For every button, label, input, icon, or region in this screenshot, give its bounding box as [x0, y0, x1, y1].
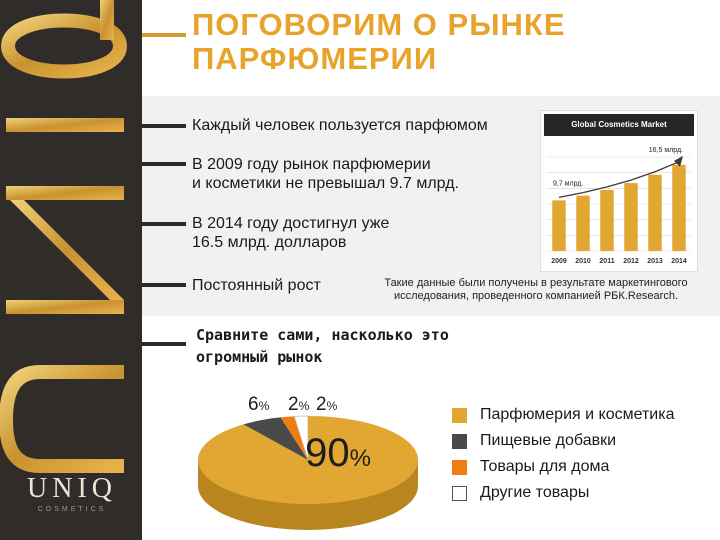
chart-bar — [576, 195, 590, 251]
sidebar: UNIQ COSMETICS — [0, 0, 142, 540]
legend-swatch-perfume — [452, 407, 467, 423]
fact-3-line-2: 16.5 млрд. долларов — [192, 234, 347, 251]
fact-3: В 2014 году достигнул уже 16.5 млрд. дол… — [192, 214, 389, 252]
compare-heading: Сравните сами, насколько это огромный ры… — [196, 324, 449, 368]
legend-item: Пищевые добавки — [452, 428, 674, 454]
brand-subtitle: COSMETICS — [37, 506, 107, 513]
source-note-line-2: исследования, проведенного компанией РБК… — [393, 290, 679, 302]
title-line-1: ПОГОВОРИМ О РЫНКЕ — [192, 7, 566, 42]
fact-dash-3 — [142, 222, 186, 226]
fact-2-line-2: и косметики не превышал 9.7 млрд. — [192, 175, 459, 192]
fact-4-line-1: Постоянный рост — [192, 277, 321, 294]
fact-1-line-1: Каждый человек пользуется парфюмом — [192, 117, 488, 134]
fact-2: В 2009 году рынок парфюмерии и косметики… — [192, 155, 459, 193]
pie-label-main: 90% — [305, 431, 371, 475]
pie-slice — [198, 416, 418, 504]
legend-label: Пищевые добавки — [480, 432, 617, 449]
fact-3-line-1: В 2014 году достигнул уже — [192, 215, 390, 232]
brand-wordmark: UNIQ — [27, 473, 117, 504]
uniq-logo-large — [0, 0, 128, 473]
legend-swatch-supplements — [452, 433, 467, 449]
chart-bar — [624, 183, 638, 251]
chart-data-label: 9,7 млрд. — [553, 180, 583, 187]
legend-swatch-household — [452, 459, 467, 475]
pie-label-small: 6% — [248, 394, 270, 415]
chart-tick-label: 2013 — [647, 258, 663, 265]
chart-trend-line — [558, 161, 680, 198]
pie-label-small: 2% — [316, 394, 338, 415]
chart-trend-arrowhead — [674, 155, 683, 167]
brand-block: UNIQ COSMETICS — [24, 473, 120, 514]
fact-4: Постоянный рост — [192, 276, 321, 295]
chart-bar — [672, 164, 686, 251]
legend-label: Парфюмерия и косметика — [480, 406, 675, 423]
chart-tick-label: 2014 — [671, 258, 687, 265]
compare-line-2: огромный рынок — [196, 348, 323, 366]
market-chart: Global Cosmetics Market 2009 2010 2011 2012… — [540, 110, 698, 272]
title-line-2: ПАРФЮМЕРИИ — [192, 41, 438, 76]
fact-dash-1 — [142, 124, 186, 128]
chart-bar — [600, 189, 614, 251]
source-note-line-1: Такие данные были получены в результате … — [384, 277, 688, 289]
compare-line-1: Сравните сами, насколько это — [196, 326, 449, 344]
page-title: ПОГОВОРИМ О РЫНКЕ ПАРФЮМЕРИИ — [192, 8, 566, 76]
pie-legend: Парфюмерия и косметика Пищевые добавки Т… — [452, 402, 674, 506]
source-note: Такие данные были получены в результате … — [364, 277, 708, 303]
chart-title: Global Cosmetics Market — [544, 114, 694, 136]
legend-item: Товары для дома — [452, 454, 674, 480]
legend-item: Другие товары — [452, 480, 674, 506]
fact-1: Каждый человек пользуется парфюмом — [192, 116, 488, 135]
title-band — [142, 0, 720, 96]
chart-tick-label: 2010 — [575, 258, 591, 265]
pie-slice — [280, 416, 308, 460]
fact-dash-2 — [142, 162, 186, 166]
pie-slice — [243, 417, 308, 460]
pie-slice — [293, 415, 309, 461]
fact-2-line-1: В 2009 году рынок парфюмерии — [192, 156, 431, 173]
chart-data-label: 16,5 млрд. — [649, 147, 683, 154]
chart-tick-label: 2009 — [551, 258, 567, 265]
legend-swatch-other — [452, 485, 467, 501]
legend-label: Другие товары — [480, 484, 590, 501]
legend-label: Товары для дома — [480, 458, 610, 475]
chart-plot: 2009 2010 2011 2012 2013 2014 9,7 млрд. 16,5 мл… — [547, 147, 691, 265]
chart-bar — [648, 174, 662, 251]
fact-dash-4 — [142, 283, 186, 287]
title-dash — [142, 33, 186, 37]
pie-label-small: 2% — [288, 394, 310, 415]
compare-dash — [142, 342, 186, 346]
chart-tick-label: 2011 — [599, 258, 614, 265]
market-pie-chart: 90% 6% 2% 2% — [198, 394, 418, 530]
chart-tick-label: 2012 — [623, 258, 639, 265]
chart-bar — [552, 200, 566, 251]
legend-item: Парфюмерия и косметика — [452, 402, 674, 428]
